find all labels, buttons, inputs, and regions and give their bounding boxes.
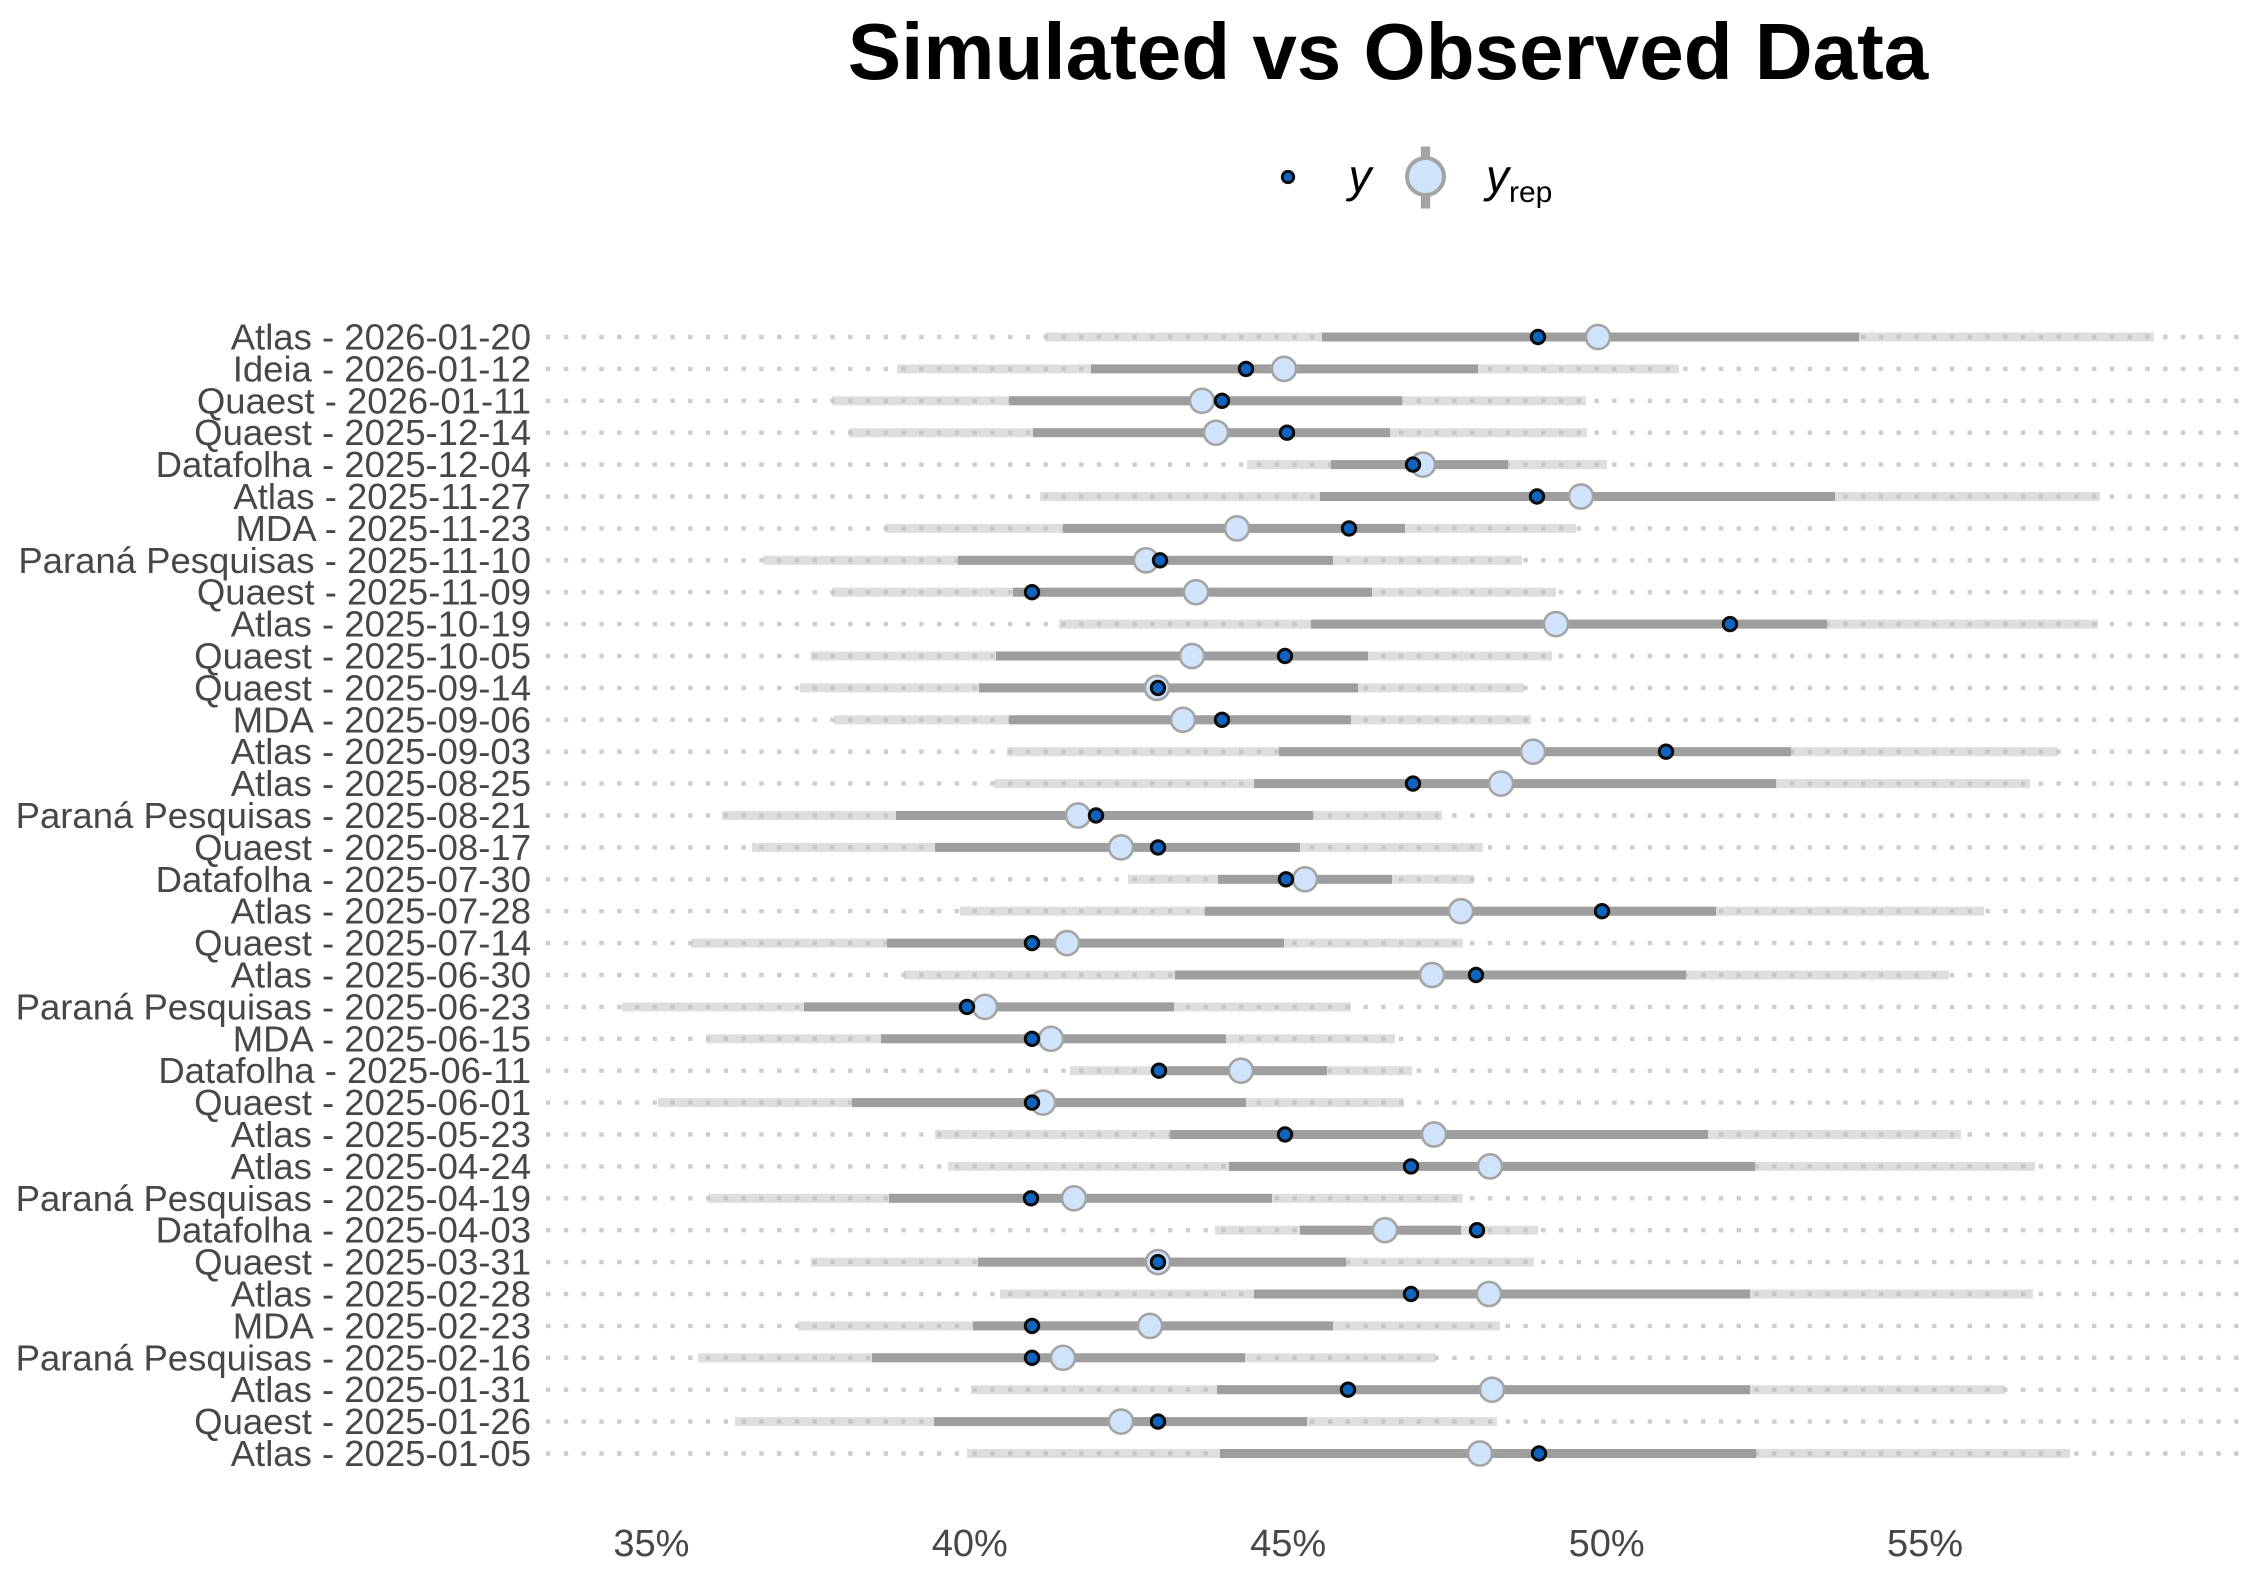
svg-text:55%: 55% [1887,1523,1963,1565]
svg-text:rep: rep [1509,176,1552,209]
svg-text:Paraná Pesquisas - 2025-06-23: Paraná Pesquisas - 2025-06-23 [16,986,531,1027]
svg-text:Simulated vs Observed Data: Simulated vs Observed Data [848,7,1929,96]
svg-text:MDA - 2025-02-23: MDA - 2025-02-23 [233,1305,531,1346]
svg-text:Datafolha - 2025-07-30: Datafolha - 2025-07-30 [156,859,531,900]
svg-text:MDA - 2025-09-06: MDA - 2025-09-06 [233,699,531,740]
svg-text:Quaest - 2025-01-26: Quaest - 2025-01-26 [194,1401,531,1442]
svg-text:y: y [1346,150,1375,202]
svg-text:Quaest - 2025-12-14: Quaest - 2025-12-14 [194,412,531,453]
svg-text:35%: 35% [613,1523,689,1565]
svg-text:Atlas - 2025-06-30: Atlas - 2025-06-30 [231,955,531,996]
svg-text:50%: 50% [1569,1523,1645,1565]
svg-text:Quaest - 2025-06-01: Quaest - 2025-06-01 [194,1082,531,1123]
svg-text:Atlas - 2025-02-28: Atlas - 2025-02-28 [231,1274,531,1315]
svg-text:Atlas - 2025-07-28: Atlas - 2025-07-28 [231,891,531,932]
svg-text:Atlas - 2025-10-19: Atlas - 2025-10-19 [231,604,531,645]
svg-text:Quaest - 2025-08-17: Quaest - 2025-08-17 [194,827,531,868]
svg-text:Quaest - 2026-01-11: Quaest - 2026-01-11 [197,380,531,421]
svg-text:Paraná Pesquisas - 2025-11-10: Paraná Pesquisas - 2025-11-10 [18,540,531,581]
svg-text:Atlas - 2025-05-23: Atlas - 2025-05-23 [231,1114,531,1155]
svg-text:MDA - 2025-06-15: MDA - 2025-06-15 [233,1018,531,1059]
svg-text:Paraná Pesquisas - 2025-04-19: Paraná Pesquisas - 2025-04-19 [16,1178,531,1219]
svg-text:Datafolha - 2025-04-03: Datafolha - 2025-04-03 [156,1210,531,1251]
svg-text:Atlas - 2025-11-27: Atlas - 2025-11-27 [233,476,531,517]
svg-text:Paraná Pesquisas - 2025-02-16: Paraná Pesquisas - 2025-02-16 [16,1337,531,1378]
svg-text:Atlas - 2026-01-20: Atlas - 2026-01-20 [231,317,531,358]
svg-text:Quaest - 2025-11-09: Quaest - 2025-11-09 [197,572,531,613]
svg-text:MDA - 2025-11-23: MDA - 2025-11-23 [235,508,531,549]
svg-text:y: y [1483,150,1512,202]
svg-text:Atlas - 2025-08-25: Atlas - 2025-08-25 [231,763,531,804]
svg-text:45%: 45% [1250,1523,1326,1565]
svg-text:Atlas - 2025-01-31: Atlas - 2025-01-31 [231,1369,531,1410]
svg-text:Atlas - 2025-01-05: Atlas - 2025-01-05 [231,1433,531,1474]
svg-text:Quaest - 2025-03-31: Quaest - 2025-03-31 [194,1242,531,1283]
svg-text:Quaest - 2025-07-14: Quaest - 2025-07-14 [194,923,531,964]
svg-text:Atlas - 2025-04-24: Atlas - 2025-04-24 [231,1146,531,1187]
svg-text:Quaest - 2025-09-14: Quaest - 2025-09-14 [194,667,531,708]
svg-text:Paraná Pesquisas - 2025-08-21: Paraná Pesquisas - 2025-08-21 [16,795,531,836]
svg-text:40%: 40% [932,1523,1008,1565]
svg-text:Datafolha - 2025-06-11: Datafolha - 2025-06-11 [158,1050,531,1091]
svg-text:Datafolha - 2025-12-04: Datafolha - 2025-12-04 [156,444,531,485]
svg-text:Ideia - 2026-01-12: Ideia - 2026-01-12 [233,348,531,389]
svg-text:Atlas - 2025-09-03: Atlas - 2025-09-03 [231,731,531,772]
svg-text:Quaest - 2025-10-05: Quaest - 2025-10-05 [194,636,531,677]
